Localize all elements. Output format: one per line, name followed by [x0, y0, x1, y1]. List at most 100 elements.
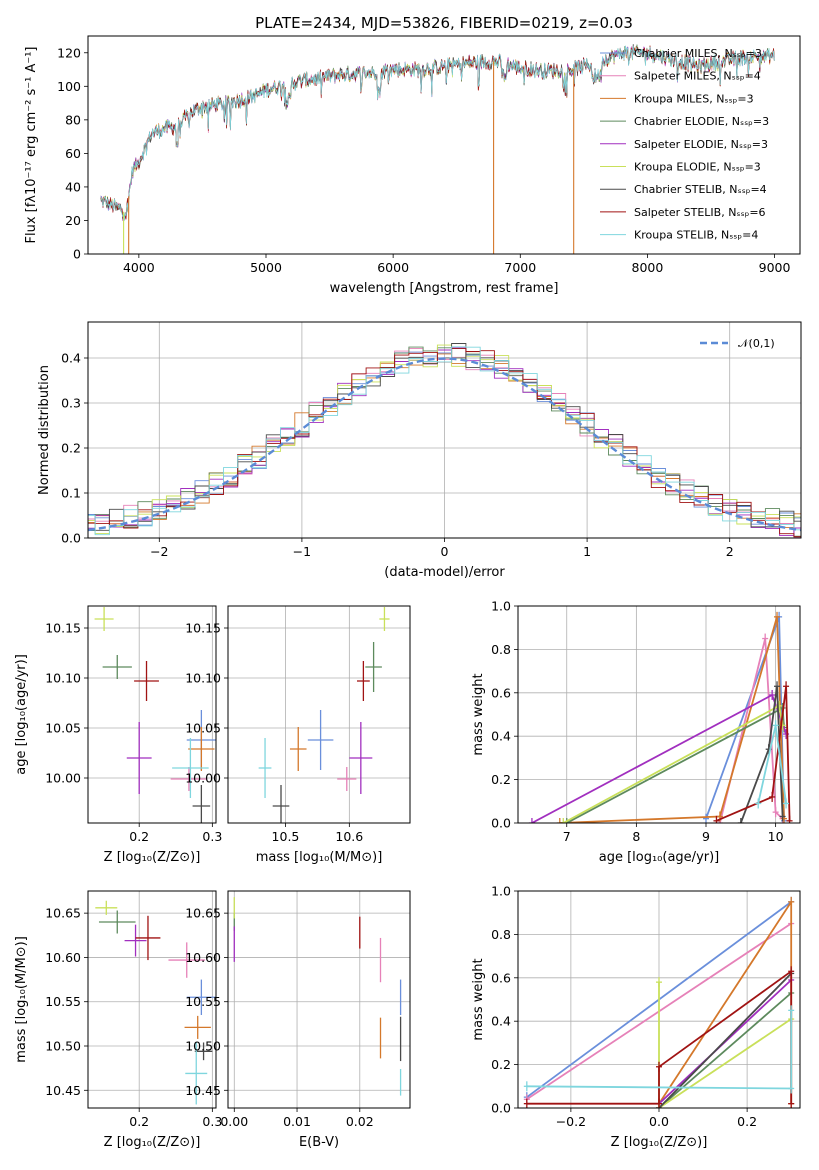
y-tick-label: 10.05: [185, 721, 221, 736]
x-axis-label: Z [log₁₀(Z/Z⊙)]: [611, 1135, 708, 1150]
x-axis-label: mass [log₁₀(M/M⊙)]: [256, 850, 383, 865]
x-tick-label: 9: [702, 829, 710, 844]
y-tick-label: 0.0: [61, 531, 81, 546]
x-tick-label: 8000: [632, 260, 664, 275]
x-tick-label: 8: [632, 829, 640, 844]
chart-mass-weight-vs-age: 7 8 9 10 0.0 0.2 0.4 0.6 0.8 1.0 age [log₁₀(age/yr…: [471, 599, 801, 865]
y-tick-label: 10.65: [45, 906, 81, 921]
weight-line-6: [658, 972, 792, 1108]
plot-area: [94, 607, 216, 823]
x-axis-label: E(B-V): [299, 1135, 339, 1150]
x-tick-label: −2: [150, 544, 168, 559]
x-tick-label: 0.2: [129, 829, 149, 844]
chart-age-vs-mass: 10.5 10.6 10.00 10.05 10.10 10.15 mass [log₁₀(…: [185, 605, 411, 865]
legend-entry: Chabrier ELODIE, Nₛₛₚ=3: [634, 115, 769, 128]
histogram-3: [88, 346, 801, 537]
histogram-0: [88, 347, 801, 528]
x-tick-label: 7: [563, 829, 571, 844]
weight-line-3: [658, 992, 792, 1108]
y-tick-label: 10.15: [45, 621, 81, 636]
y-tick-label: 0.6: [491, 970, 511, 985]
y-tick-label: 0.4: [61, 351, 81, 366]
x-axis-label: Z [log₁₀(Z/Z⊙)]: [104, 850, 201, 865]
x-tick-label: 1: [583, 544, 591, 559]
y-tick-label: 0.4: [491, 729, 511, 744]
weight-line-2: [658, 901, 793, 1108]
y-tick-label: 10.55: [45, 994, 81, 1009]
x-axis-label: (data-model)/error: [384, 565, 505, 580]
axes-frame: [517, 890, 801, 1109]
chart-age-vs-z: 0.2 0.3 10.00 10.05 10.10 10.15 Z [log₁₀(Z/Z⊙)…: [14, 605, 222, 865]
x-tick-label: 0.00: [220, 1114, 248, 1129]
y-tick-label: 0: [73, 247, 81, 262]
y-tick-label: 0.3: [61, 396, 81, 411]
legend-entry: Kroupa ELODIE, Nₛₛₚ=3: [634, 161, 761, 174]
legend-entry: 𝒩(0,1): [738, 337, 775, 350]
y-tick-label: 0.2: [61, 441, 81, 456]
normal-curve: [88, 357, 801, 532]
legend-entry: Kroupa MILES, Nₛₛₚ=3: [634, 92, 754, 105]
y-axis-label: mass weight: [471, 958, 486, 1040]
axes-frame: [227, 605, 411, 824]
x-tick-label: −0.2: [556, 1114, 586, 1129]
x-tick-label: 5000: [250, 260, 282, 275]
x-tick-label: 10.6: [335, 829, 363, 844]
y-tick-label: 40: [65, 179, 81, 194]
y-tick-label: 10.00: [185, 771, 221, 786]
y-tick-label: 0.0: [491, 816, 511, 831]
legend-entry: Salpeter ELODIE, Nₛₛₚ=3: [634, 138, 768, 151]
y-tick-label: 10.60: [45, 950, 81, 965]
figure-title: PLATE=2434, MJD=53826, FIBERID=0219, z=0…: [255, 14, 633, 32]
x-tick-label: 9000: [759, 260, 791, 275]
legend-entry: Salpeter STELIB, Nₛₛₚ=6: [634, 206, 766, 219]
x-tick-label: 0.3: [202, 829, 222, 844]
x-tick-label: 0.2: [129, 1114, 149, 1129]
chart-spectrum: 4000 5000 6000 7000 8000 9000 0 20 40 60 80 100 120 w…: [24, 35, 801, 296]
y-tick-label: 0.4: [491, 1014, 511, 1029]
y-tick-label: 10.55: [185, 994, 221, 1009]
y-tick-label: 10.15: [185, 621, 221, 636]
y-tick-label: 0.1: [61, 486, 81, 501]
x-axis-label: wavelength [Angstrom, rest frame]: [330, 281, 559, 296]
plot-area: [88, 343, 801, 538]
y-axis-label: age [log₁₀(age/yr)]: [14, 654, 29, 775]
y-tick-label: 1.0: [491, 884, 511, 899]
y-tick-label: 60: [65, 146, 81, 161]
y-tick-label: 0.8: [491, 927, 511, 942]
weight-line-2: [559, 616, 785, 823]
chart-mass-weight-vs-z: −0.2 0.0 0.2 0.0 0.2 0.4 0.6 0.8 1.0 Z [log₁₀(Z/Z…: [471, 884, 801, 1150]
y-tick-label: 10.50: [185, 1039, 221, 1054]
y-tick-label: 10.00: [45, 771, 81, 786]
legend-entry: Chabrier MILES, Nₛₛₚ=3: [634, 47, 762, 60]
y-axis-label: Flux [fλ10⁻¹⁷ erg cm⁻² s⁻¹ A⁻¹]: [24, 47, 39, 244]
y-tick-label: 120: [57, 45, 81, 60]
plot-area: [528, 611, 793, 823]
plot-area: [100, 43, 775, 254]
y-tick-label: 0.2: [491, 772, 511, 787]
y-tick-label: 10.45: [45, 1083, 81, 1098]
y-tick-label: 10.60: [185, 950, 221, 965]
y-tick-label: 80: [65, 112, 81, 127]
histogram-2: [88, 351, 801, 528]
plot-area: [523, 896, 795, 1108]
weight-line-5: [562, 704, 784, 823]
y-tick-label: 0.6: [491, 685, 511, 700]
chart-residuals: −2 −1 0 1 2 0.0 0.1 0.2 0.3 0.4 (data-model)/error…: [37, 321, 802, 580]
x-tick-label: −1: [293, 544, 311, 559]
axes-frame: [227, 890, 411, 1109]
x-tick-label: 0.0: [649, 1114, 669, 1129]
x-tick-label: 0.01: [283, 1114, 311, 1129]
plot-area: [258, 607, 390, 823]
weight-line-5: [658, 982, 792, 1108]
plot-area: [95, 900, 216, 1105]
x-tick-label: 0.3: [202, 1114, 222, 1129]
y-tick-label: 10.45: [185, 1083, 221, 1098]
chart-mass-vs-ebv: 0.00 0.01 0.02 10.45 10.50 10.55 10.60 10.65 E(B…: [185, 890, 411, 1150]
x-tick-label: 2: [726, 544, 734, 559]
axes-frame: [87, 605, 217, 824]
y-tick-label: 0.8: [491, 642, 511, 657]
y-tick-label: 1.0: [491, 599, 511, 614]
y-axis-label: mass [log₁₀(M/M⊙)]: [14, 936, 29, 1063]
axes-frame: [517, 605, 801, 824]
